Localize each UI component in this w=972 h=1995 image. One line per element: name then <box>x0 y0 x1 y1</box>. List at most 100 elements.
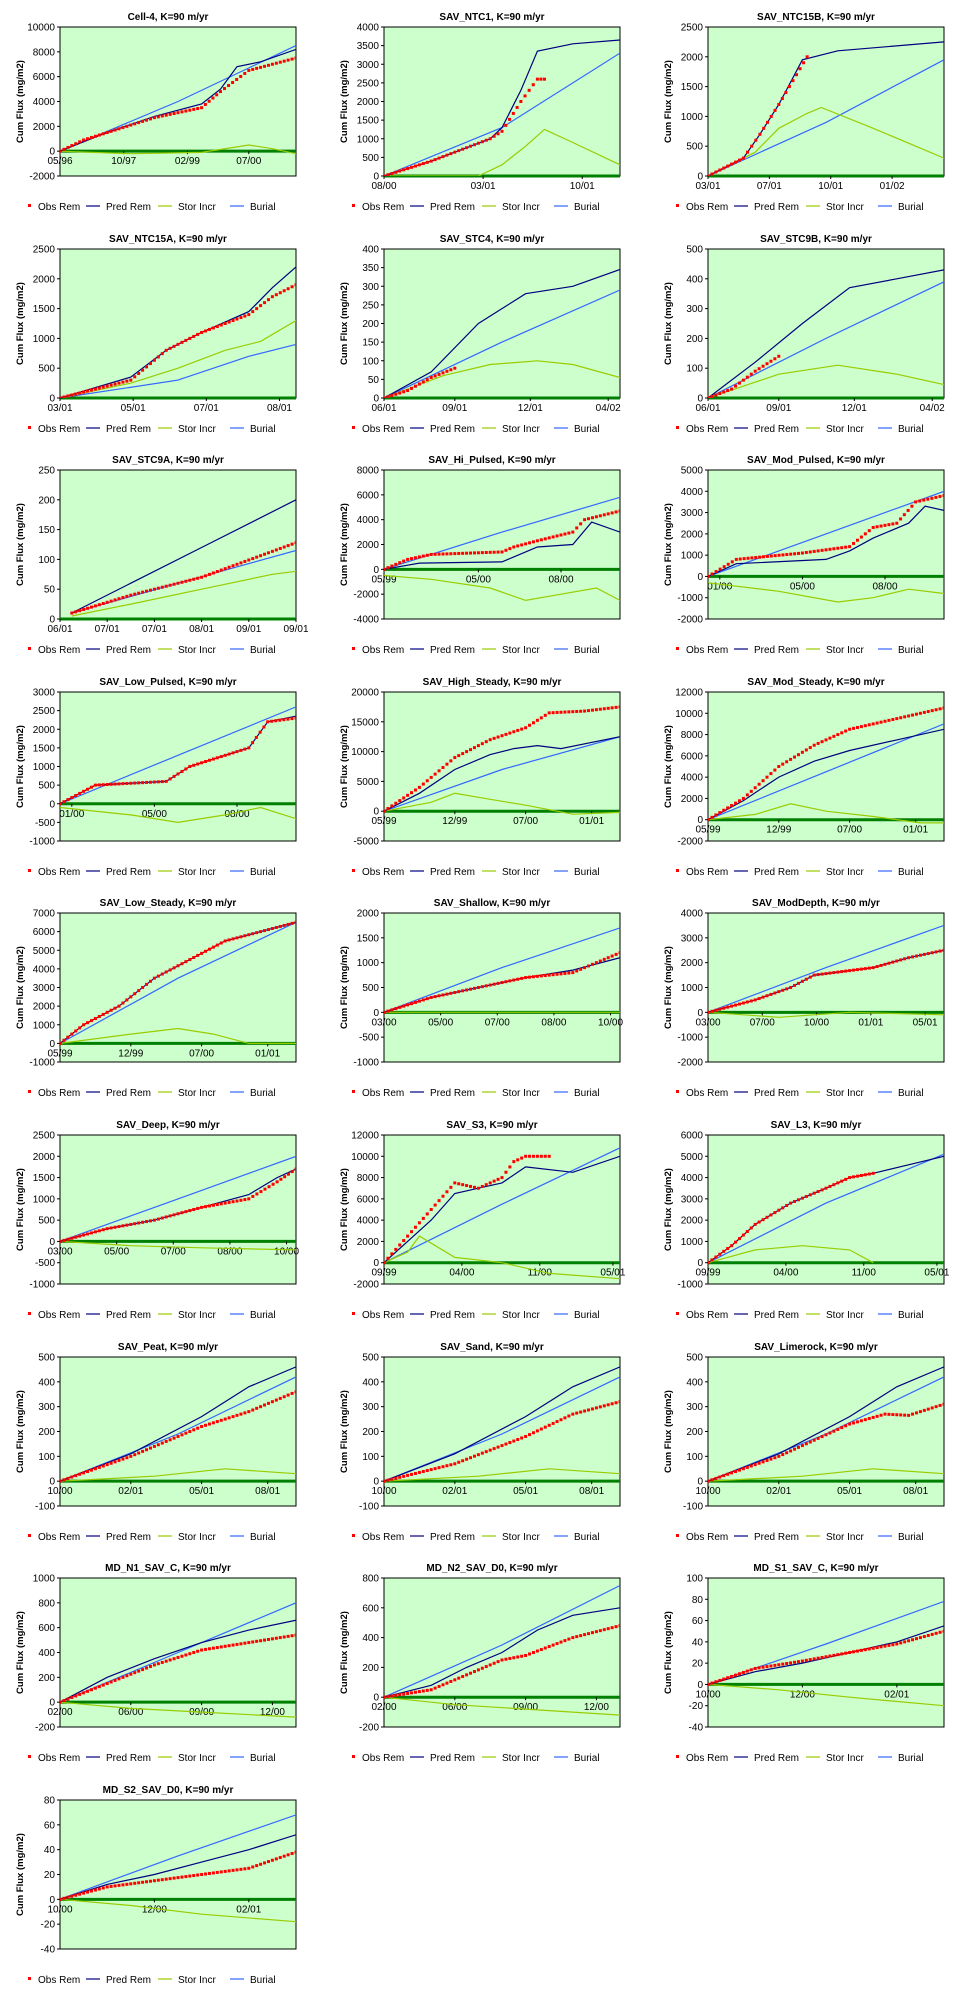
legend-label: Obs Rem <box>686 1753 728 1764</box>
obs-rem-point <box>461 1183 465 1187</box>
obs-rem-point <box>402 1239 406 1243</box>
obs-rem-point <box>384 1479 386 1483</box>
obs-rem-point <box>263 1638 267 1642</box>
obs-rem-point <box>145 780 149 784</box>
obs-rem-point <box>279 1177 283 1181</box>
obs-rem-point <box>109 599 113 603</box>
burial-line <box>708 59 944 176</box>
burial-line <box>384 289 620 398</box>
obs-rem-point <box>938 1403 942 1407</box>
obs-rem-point <box>156 1878 160 1882</box>
obs-rem-point <box>188 1874 192 1878</box>
obs-rem-point <box>741 796 745 800</box>
obs-rem-point <box>750 144 754 148</box>
series-group <box>384 1585 620 1716</box>
obs-rem-point <box>413 1471 417 1475</box>
obs-rem-point <box>449 759 453 763</box>
obs-rem-point <box>129 1454 133 1458</box>
obs-rem-point <box>164 584 168 588</box>
obs-rem-point <box>215 1646 219 1650</box>
obs-rem-point <box>883 1412 887 1416</box>
y-tick-label: 8000 <box>357 466 380 477</box>
obs-rem-point <box>784 91 788 95</box>
chart-panel-sav-stc4-k-90-m-yr: SAV_STC4, K=90 m/yr Cum Flux (mg/m2) 0 50 10… <box>324 222 648 443</box>
pred-rem-line <box>708 728 944 821</box>
obs-rem-point <box>571 709 575 713</box>
obs-rem-point <box>413 1001 417 1005</box>
obs-rem-point <box>575 709 579 713</box>
y-tick-label: -1000 <box>353 1058 379 1069</box>
legend-marker <box>28 425 31 429</box>
obs-rem-point <box>129 123 133 127</box>
obs-rem-point <box>567 710 571 714</box>
obs-rem-point <box>855 538 859 542</box>
obs-rem-point <box>476 743 480 747</box>
obs-rem-point <box>117 1005 121 1009</box>
y-tick-label: 2500 <box>681 23 704 34</box>
x-tick-label: 03/01 <box>695 181 720 192</box>
obs-rem-point <box>207 1204 211 1208</box>
obs-rem-point <box>384 1011 386 1015</box>
obs-rem-point <box>270 1858 274 1862</box>
obs-rem-point <box>386 394 390 398</box>
y-tick-label: 100 <box>686 1574 703 1585</box>
obs-rem-point <box>271 1182 275 1186</box>
legend-item-obs-rem: Obs Rem <box>28 867 80 878</box>
pred-rem-line <box>708 268 944 398</box>
y-axis-label: Cum Flux (mg/m2) <box>663 60 674 143</box>
obs-rem-point <box>425 160 429 164</box>
y-tick-label: 0 <box>697 1476 703 1487</box>
obs-rem-point <box>133 1671 137 1675</box>
obs-rem-point <box>113 1225 117 1229</box>
x-tick-label: 08/00 <box>224 809 249 820</box>
obs-rem-point <box>62 147 66 151</box>
obs-rem-point <box>590 1407 594 1411</box>
obs-rem-point <box>121 1676 125 1680</box>
obs-rem-point <box>741 1466 745 1470</box>
obs-rem-point <box>97 783 101 787</box>
obs-rem-point <box>180 110 184 114</box>
obs-rem-point <box>278 1636 282 1640</box>
obs-rem-point <box>469 1671 473 1675</box>
obs-rem-point <box>70 1894 74 1898</box>
chart-title: MD_S1_SAV_C, K=90 m/yr <box>753 1563 878 1574</box>
obs-rem-point <box>207 327 211 331</box>
chart-title: SAV_Hi_Pulsed, K=90 m/yr <box>428 455 555 466</box>
x-tick-label: 08/01 <box>255 1486 280 1497</box>
obs-rem-point <box>598 1629 602 1633</box>
y-tick-label: 800 <box>38 1599 55 1610</box>
obs-rem-point <box>247 746 251 750</box>
obs-rem-point <box>223 1417 227 1421</box>
obs-rem-point <box>164 113 168 117</box>
obs-rem-point <box>922 1408 926 1412</box>
obs-rem-point <box>781 989 785 993</box>
obs-rem-point <box>421 162 425 166</box>
obs-rem-point <box>769 359 773 363</box>
obs-rem-point <box>219 323 223 327</box>
obs-rem-point <box>551 1643 555 1647</box>
obs-rem-point <box>824 738 828 742</box>
obs-rem-point <box>773 356 777 360</box>
obs-rem-point <box>200 761 204 765</box>
legend-label: Pred Rem <box>106 1532 151 1543</box>
y-tick-label: 1000 <box>357 134 380 145</box>
obs-rem-point <box>93 1686 97 1690</box>
obs-rem-point <box>804 748 808 752</box>
obs-rem-point <box>227 1415 231 1419</box>
obs-rem-point <box>520 1156 524 1160</box>
obs-rem-point <box>887 1644 891 1648</box>
obs-rem-point <box>93 783 97 787</box>
obs-rem-point <box>390 1008 394 1012</box>
obs-rem-point <box>160 779 164 783</box>
obs-rem-point <box>156 1217 160 1221</box>
pred-rem-line <box>384 735 620 812</box>
obs-rem-point <box>867 1172 871 1176</box>
legend-label: Burial <box>574 1532 600 1543</box>
obs-rem-point <box>141 1668 145 1672</box>
y-tick-label: 350 <box>362 263 379 274</box>
obs-rem-point <box>176 964 180 968</box>
obs-rem-point <box>590 1631 594 1635</box>
legend-item-burial: Burial <box>878 1753 924 1764</box>
legend-marker <box>28 204 31 207</box>
legend-item-burial: Burial <box>230 1532 276 1543</box>
